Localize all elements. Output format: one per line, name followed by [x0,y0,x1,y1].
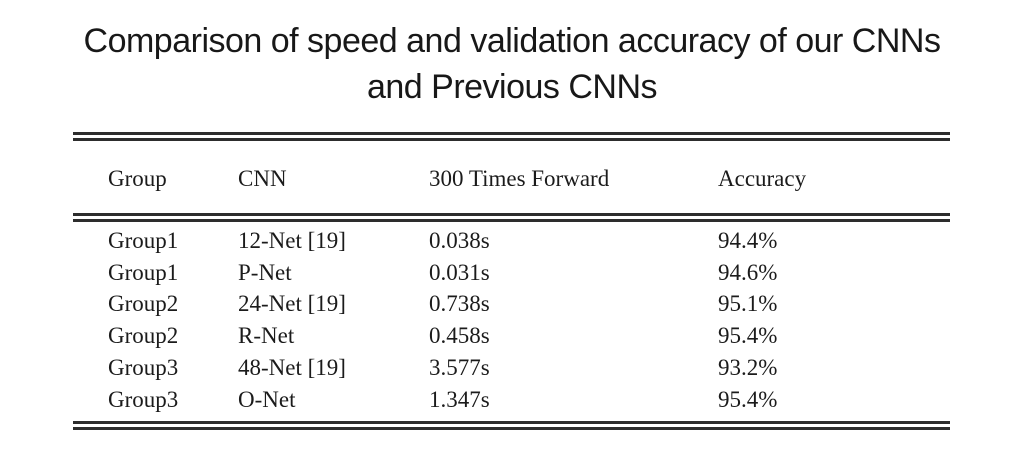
table-header-divider-double-rule [73,213,950,222]
table-row: Group3 48-Net [19] 3.577s 93.2% [73,352,950,384]
cell-group: Group2 [108,323,179,349]
column-header-accuracy: Accuracy [718,166,807,191]
column-header-forward: 300 Times Forward [429,166,610,191]
cell-cnn: P-Net [238,259,292,285]
table-body: Group1 12-Net [19] 0.038s 94.4% Group1 P… [73,225,950,416]
cell-forward-time: 0.038s [429,227,490,253]
comparison-table: Group CNN 300 Times Forward Accuracy Gro… [73,132,950,430]
table-row: Group1 12-Net [19] 0.038s 94.4% [73,225,950,257]
figure-title-line-2: and Previous CNNs [366,68,658,106]
cell-group: Group1 [108,259,179,285]
figure-title-line-1: Comparison of speed and validation accur… [83,22,941,60]
cell-forward-time: 3.577s [429,355,490,381]
cell-forward-time: 1.347s [429,386,490,412]
cell-forward-time: 0.031s [429,259,490,285]
cell-cnn: R-Net [238,323,295,349]
cell-accuracy: 95.4% [718,323,778,349]
cell-group: Group3 [108,386,179,412]
cell-cnn: O-Net [238,386,296,412]
cell-forward-time: 0.738s [429,291,490,317]
column-header-group: Group [108,166,167,191]
column-header-cnn: CNN [238,166,287,191]
table-row: Group2 R-Net 0.458s 95.4% [73,320,950,352]
cell-accuracy: 95.4% [718,386,778,412]
cell-accuracy: 94.4% [718,227,778,253]
table-row: Group1 P-Net 0.031s 94.6% [73,257,950,289]
cell-cnn: 24-Net [19] [238,291,346,317]
cell-group: Group2 [108,291,179,317]
cell-group: Group1 [108,227,179,253]
cell-group: Group3 [108,355,179,381]
figure-title: Comparison of speed and validation accur… [0,18,1024,110]
table-row: Group2 24-Net [19] 0.738s 95.1% [73,289,950,321]
cell-accuracy: 94.6% [718,259,778,285]
cell-forward-time: 0.458s [429,323,490,349]
table-top-double-rule [73,132,950,141]
cell-cnn: 12-Net [19] [238,227,346,253]
table-header-row: Group CNN 300 Times Forward Accuracy [73,165,950,193]
table-bottom-double-rule [73,421,950,430]
cell-cnn: 48-Net [19] [238,355,346,381]
cell-accuracy: 95.1% [718,291,778,317]
table-row: Group3 O-Net 1.347s 95.4% [73,384,950,416]
cell-accuracy: 93.2% [718,355,778,381]
